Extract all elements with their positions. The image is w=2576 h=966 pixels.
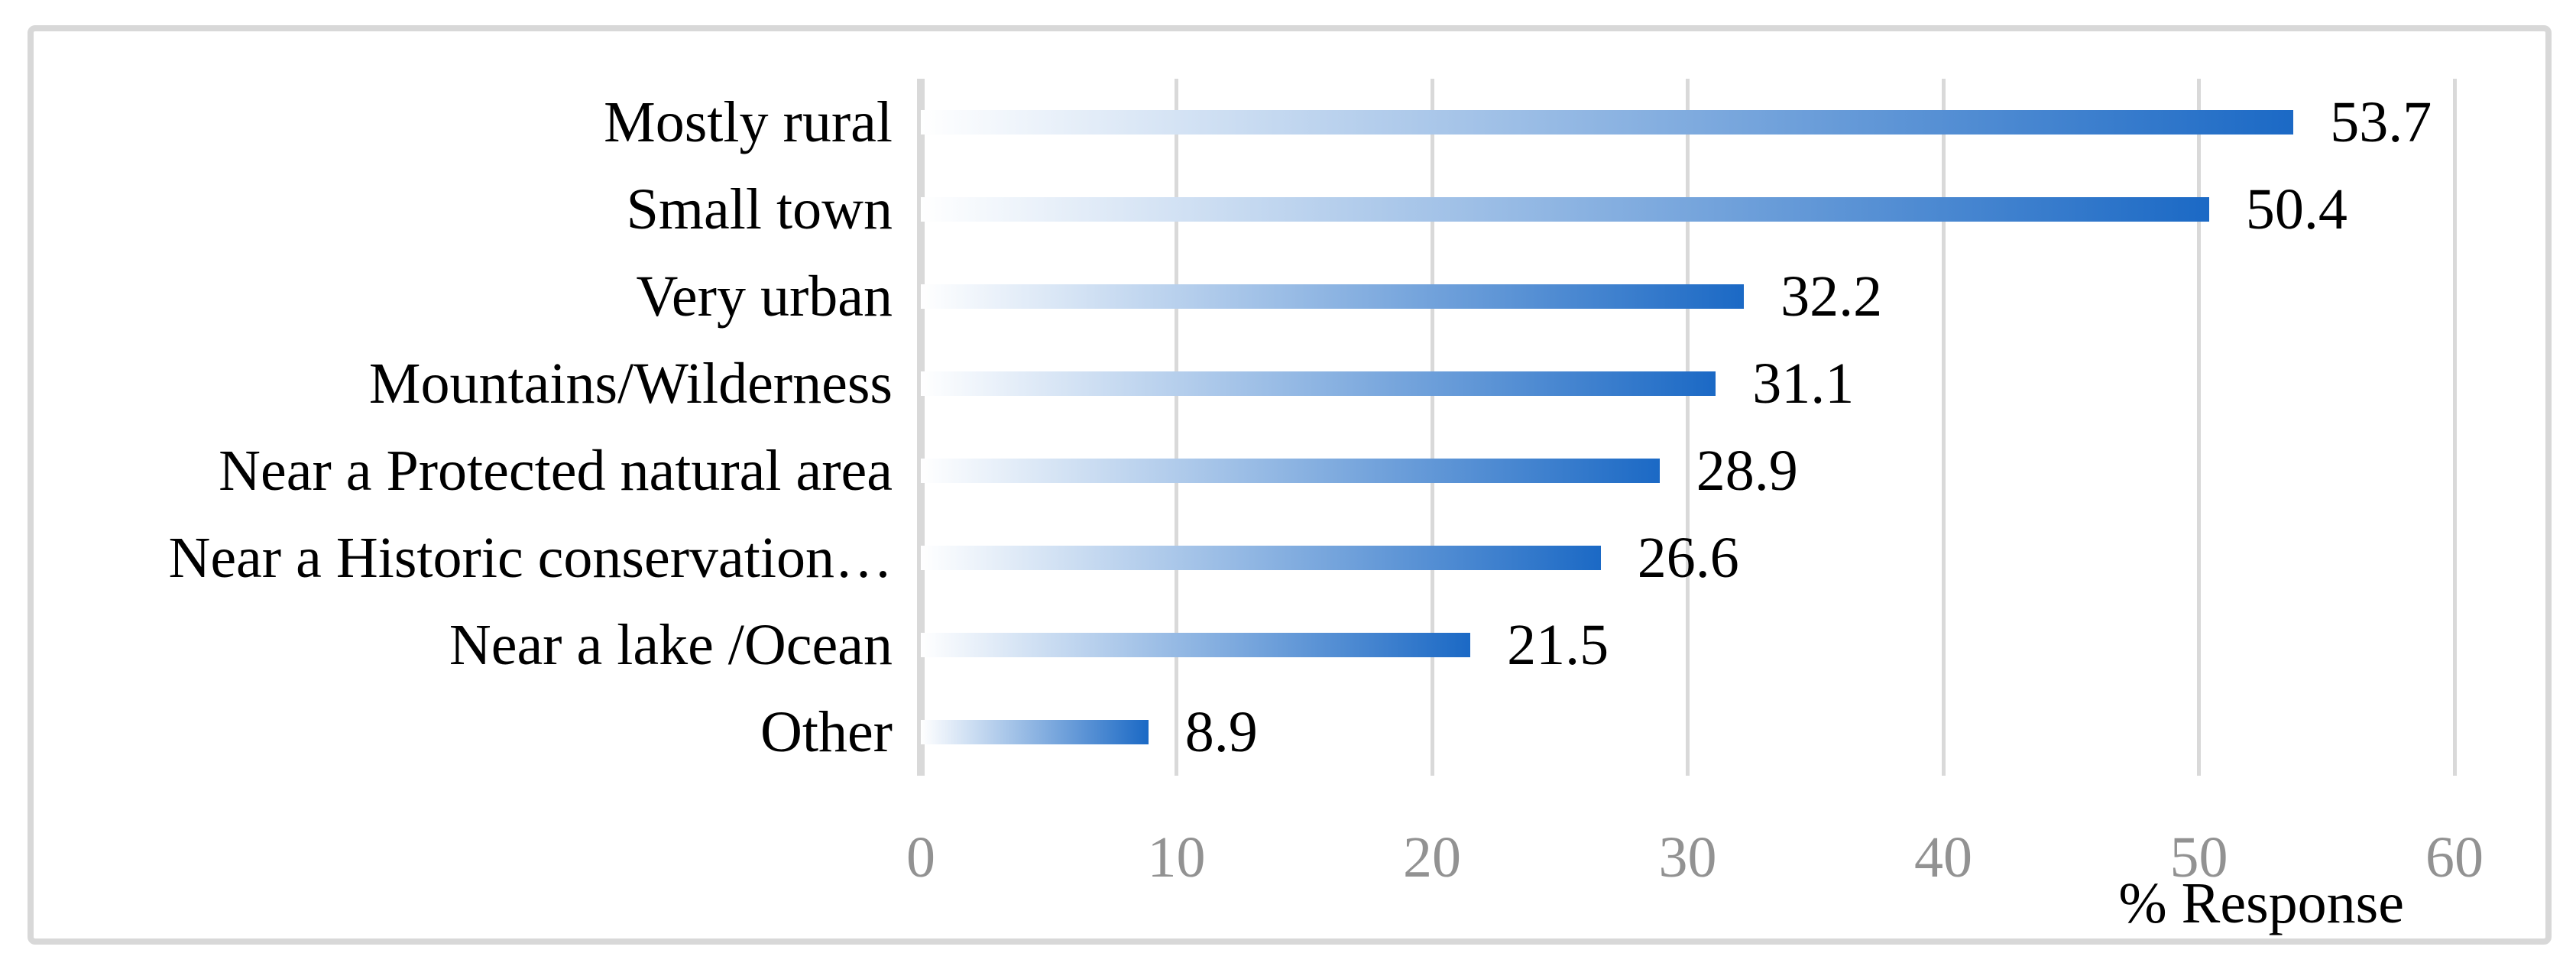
bar-6 bbox=[921, 633, 1471, 657]
gridline-x-60 bbox=[2452, 79, 2457, 776]
data-label-0: 53.7 bbox=[2330, 90, 2432, 154]
category-label-0: Mostly rural bbox=[604, 90, 893, 154]
plot-area bbox=[917, 79, 2457, 776]
category-label-6: Near a lake /Ocean bbox=[449, 613, 893, 677]
bar-2 bbox=[921, 284, 1745, 309]
data-label-2: 32.2 bbox=[1781, 264, 1883, 329]
bar-1 bbox=[921, 197, 2209, 222]
bar-0 bbox=[921, 110, 2294, 135]
x-tick-label-10: 10 bbox=[1147, 825, 1206, 890]
data-label-4: 28.9 bbox=[1696, 439, 1798, 503]
data-label-1: 50.4 bbox=[2245, 177, 2348, 242]
data-label-3: 31.1 bbox=[1752, 352, 1855, 416]
x-axis-title: % Response bbox=[2118, 871, 2404, 935]
data-label-5: 26.6 bbox=[1637, 526, 1739, 590]
x-tick-label-60: 60 bbox=[2425, 825, 2484, 890]
category-label-1: Small town bbox=[626, 177, 893, 242]
gridline-x-20 bbox=[1430, 79, 1434, 776]
gridline-x-50 bbox=[2197, 79, 2201, 776]
gridline-x-40 bbox=[1941, 79, 1946, 776]
x-tick-label-50: 50 bbox=[2169, 825, 2228, 890]
category-label-7: Other bbox=[760, 700, 893, 764]
category-label-2: Very urban bbox=[636, 264, 893, 329]
data-label-7: 8.9 bbox=[1184, 700, 1258, 764]
y-axis-line bbox=[917, 79, 925, 776]
data-label-6: 21.5 bbox=[1507, 613, 1609, 677]
gridline-x-10 bbox=[1175, 79, 1178, 776]
x-tick-label-30: 30 bbox=[1658, 825, 1717, 890]
bar-4 bbox=[921, 459, 1660, 483]
x-tick-label-20: 20 bbox=[1403, 825, 1461, 890]
category-label-4: Near a Protected natural area bbox=[219, 439, 893, 503]
bar-5 bbox=[921, 546, 1601, 570]
x-tick-label-40: 40 bbox=[1914, 825, 1972, 890]
bar-7 bbox=[921, 720, 1149, 744]
bar-3 bbox=[921, 371, 1716, 396]
gridline-x-30 bbox=[1686, 79, 1690, 776]
category-label-3: Mountains/Wilderness bbox=[368, 352, 893, 416]
category-label-5: Near a Historic conservation… bbox=[168, 526, 893, 590]
x-tick-label-0: 0 bbox=[906, 825, 935, 890]
figure-border-frame bbox=[28, 25, 2552, 945]
